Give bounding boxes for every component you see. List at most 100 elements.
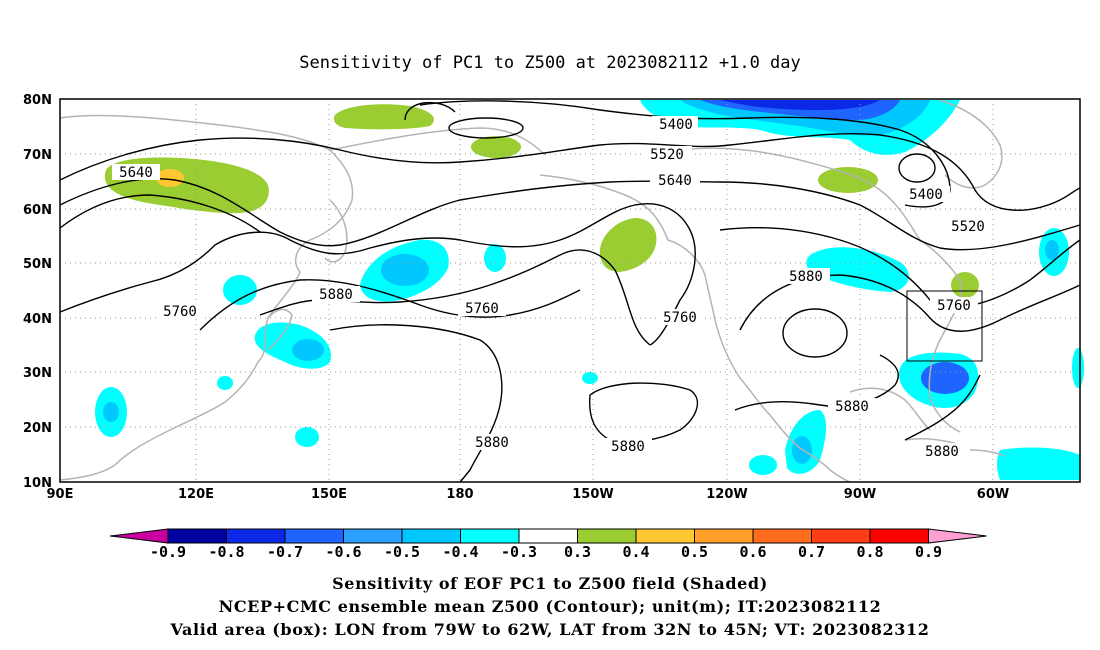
green-region-alaska	[599, 218, 657, 272]
contour-label: 5640	[119, 165, 153, 181]
coastline-asia	[59, 114, 354, 481]
lat-label: 70N	[23, 148, 52, 163]
footer-line-2: NCEP+CMC ensemble mean Z500 (Contour); u…	[219, 597, 882, 616]
blue-core-atlantic	[921, 362, 969, 394]
blue-darkest-arctic	[720, 100, 880, 110]
lon-label: 180	[446, 487, 473, 502]
colorbar-label: 0.8	[856, 543, 883, 561]
colorbar-swatch	[635, 528, 695, 544]
contour-label: 5520	[951, 219, 985, 235]
colorbar-swatch	[869, 528, 929, 544]
lat-label: 50N	[23, 257, 52, 272]
footer-line-3: Valid area (box): LON from 79W to 62W, L…	[170, 620, 930, 639]
coastline-japan	[267, 308, 293, 351]
colorbar-swatch	[167, 528, 227, 544]
lat-label: 60N	[23, 203, 52, 218]
map-panel: 5400 5520 5640 5640 5400 5520 5760 5880 …	[59, 98, 1084, 483]
lat-label: 20N	[23, 421, 52, 436]
valid-area-box	[906, 290, 983, 362]
lon-label: 60W	[977, 487, 1009, 502]
lat-label: 30N	[23, 366, 52, 381]
contour-label: 5880	[319, 287, 353, 303]
lon-label: 120W	[706, 487, 747, 502]
coastline-greenland	[939, 99, 1003, 189]
blue-region-kamchatka	[223, 275, 257, 305]
colorbar-swatch	[518, 528, 578, 544]
contour-label: 5520	[650, 147, 684, 163]
lon-label: 150E	[311, 487, 347, 502]
colorbar-swatch	[284, 528, 344, 544]
contour-label: 5880	[789, 269, 823, 285]
gridlines	[60, 99, 1080, 482]
contour-5400-closed-b	[448, 117, 524, 139]
blue-region-pacific-1	[295, 427, 319, 447]
blue-region-aleutian	[484, 244, 506, 272]
coastline-arctic-canada	[679, 147, 961, 281]
colorbar-swatch	[694, 528, 754, 544]
lon-label: 150W	[572, 487, 613, 502]
contour-5760-c	[719, 227, 1081, 309]
colorbar-low-arrow	[109, 528, 169, 544]
colorbar-label: 0.4	[622, 543, 649, 561]
colorbar-label: 0.6	[739, 543, 766, 561]
colorbar-label: -0.4	[442, 543, 478, 561]
blue-core-japan	[292, 339, 324, 361]
colorbar-label: 0.5	[681, 543, 708, 561]
green-region-newfoundland	[951, 272, 979, 298]
colorbar-swatch	[752, 528, 812, 544]
contour-label: 5400	[909, 187, 943, 203]
coastlines	[59, 99, 1006, 483]
coastline-north-america	[714, 319, 851, 483]
contour-5520	[59, 132, 1081, 211]
green-region-bering	[471, 136, 521, 158]
contour-label: 5760	[465, 301, 499, 317]
colorbar-label: -0.3	[501, 543, 537, 561]
colorbar-swatch	[577, 528, 637, 544]
blue-region-pacific-mex	[749, 455, 777, 475]
lat-label: 40N	[23, 312, 52, 327]
contour-labels: 5400 5520 5640 5640 5400 5520 5760 5880 …	[112, 116, 992, 460]
z500-contours	[59, 100, 1081, 483]
colorbar-label: -0.5	[384, 543, 420, 561]
green-region-hudson	[818, 167, 878, 193]
orange-spot-siberia	[156, 169, 184, 187]
figure-title: Sensitivity of PC1 to Z500 at 2023082112…	[299, 53, 801, 73]
contour-5880-central	[782, 308, 848, 358]
coastline-alaska	[539, 174, 716, 321]
lon-label: 90W	[844, 487, 876, 502]
contour-5640-west	[59, 194, 261, 233]
contour-label: 5760	[663, 310, 697, 326]
contour-5880-north	[199, 279, 581, 331]
colorbar-label: -0.6	[325, 543, 361, 561]
colorbar: -0.9 -0.8 -0.7 -0.6 -0.5 -0.4 -0.3 0.3 0.4 0.5 0.6…	[109, 528, 987, 561]
colorbar-swatch	[811, 528, 871, 544]
contour-label: 5640	[658, 173, 692, 189]
contour-label: 5400	[659, 117, 693, 133]
blue-core-china	[103, 402, 119, 422]
contour-5880-hawaii	[588, 382, 699, 443]
contour-5760	[59, 203, 696, 346]
lat-label: 80N	[23, 93, 52, 108]
coastline-gulf	[849, 387, 931, 431]
lat-label: 10N	[23, 476, 52, 491]
lat-axis: 80N 70N 60N 50N 40N 30N 20N 10N	[23, 93, 52, 491]
colorbar-high-arrow	[928, 528, 987, 544]
colorbar-label: 0.3	[564, 543, 591, 561]
contour-label: 5760	[163, 304, 197, 320]
lon-label: 120E	[178, 487, 214, 502]
contour-5640-north	[59, 178, 1081, 251]
contour-label: 5880	[611, 439, 645, 455]
colorbar-swatch	[401, 528, 461, 544]
blue-region-hawaii	[582, 372, 598, 384]
coastline-siberia-arctic	[329, 127, 546, 156]
contour-5880-west-pacific	[329, 324, 503, 483]
colorbar-label: -0.8	[208, 543, 244, 561]
colorbar-swatch	[460, 528, 520, 544]
contour-label: 5880	[835, 399, 869, 415]
contour-label: 5880	[925, 444, 959, 460]
colorbar-label: -0.7	[267, 543, 303, 561]
blue-region-east-edge	[1072, 348, 1084, 388]
map-frame	[59, 98, 1081, 483]
blue-region-pacific-2	[217, 376, 233, 390]
